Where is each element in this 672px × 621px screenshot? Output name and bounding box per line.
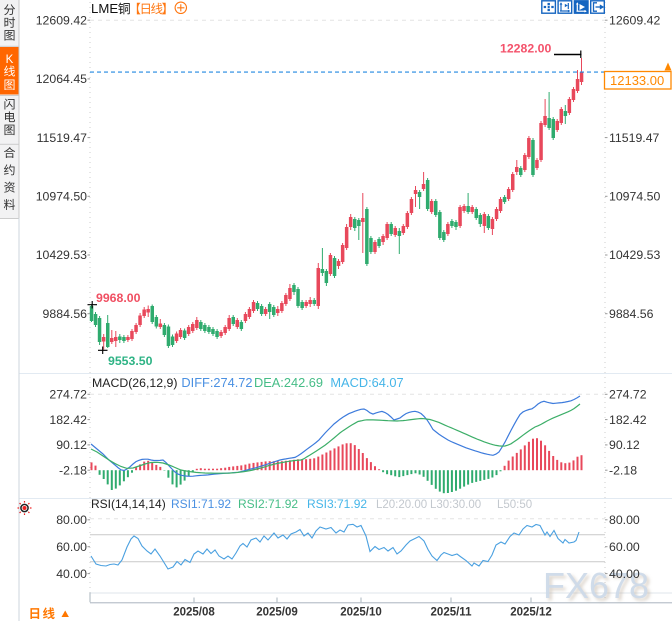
svg-text:10429.53: 10429.53 xyxy=(36,248,87,262)
svg-text:60.00: 60.00 xyxy=(609,540,640,554)
svg-text:RSI2:71.92: RSI2:71.92 xyxy=(238,497,298,511)
svg-text:40.00: 40.00 xyxy=(609,567,640,581)
svg-text:DIFF:274.72: DIFF:274.72 xyxy=(181,375,252,390)
svg-text:2025/10: 2025/10 xyxy=(340,607,382,619)
svg-text:9553.50: 9553.50 xyxy=(108,354,153,368)
svg-text:RSI1:71.92: RSI1:71.92 xyxy=(171,497,231,511)
svg-text:274.72: 274.72 xyxy=(49,388,87,402)
svg-text:2025/12: 2025/12 xyxy=(510,607,552,619)
svg-text:9968.00: 9968.00 xyxy=(96,291,141,305)
svg-text:11519.47: 11519.47 xyxy=(609,131,660,145)
svg-text:2025/09: 2025/09 xyxy=(256,607,298,619)
svg-text:80.00: 80.00 xyxy=(609,513,640,527)
svg-text:FX678: FX678 xyxy=(543,565,649,606)
svg-text:L30:30.00: L30:30.00 xyxy=(430,499,481,511)
svg-text:12609.42: 12609.42 xyxy=(36,13,87,27)
svg-text:10429.53: 10429.53 xyxy=(609,248,660,262)
svg-text:90.12: 90.12 xyxy=(56,438,87,452)
svg-text:RSI3:71.92: RSI3:71.92 xyxy=(307,497,367,511)
svg-text:9884.56: 9884.56 xyxy=(609,307,654,321)
svg-text:MACD:64.07: MACD:64.07 xyxy=(330,375,403,390)
svg-text:9884.56: 9884.56 xyxy=(43,307,88,321)
svg-text:DEA:242.69: DEA:242.69 xyxy=(254,375,323,390)
svg-text:K: K xyxy=(6,54,14,66)
svg-text:12064.45: 12064.45 xyxy=(36,72,87,86)
svg-text:10974.50: 10974.50 xyxy=(36,190,87,204)
svg-text:2025/08: 2025/08 xyxy=(173,607,215,619)
svg-text:RSI(14,14,14): RSI(14,14,14) xyxy=(91,497,166,511)
svg-text:12133.00: 12133.00 xyxy=(610,73,664,88)
svg-text:60.00: 60.00 xyxy=(56,540,87,554)
svg-text:10974.50: 10974.50 xyxy=(609,190,660,204)
svg-text:182.42: 182.42 xyxy=(49,413,87,427)
svg-text:MACD(26,12,9): MACD(26,12,9) xyxy=(92,376,177,390)
svg-text:12282.00: 12282.00 xyxy=(500,42,551,56)
svg-text:182.42: 182.42 xyxy=(609,413,647,427)
svg-text:-2.18: -2.18 xyxy=(609,463,637,477)
svg-text:90.12: 90.12 xyxy=(609,438,640,452)
svg-text:LME: LME xyxy=(91,1,118,16)
svg-text:-2.18: -2.18 xyxy=(59,463,87,477)
svg-text:L20:20.00: L20:20.00 xyxy=(376,499,427,511)
svg-text:274.72: 274.72 xyxy=(609,388,647,402)
svg-text:L50:50: L50:50 xyxy=(497,499,532,511)
svg-text:12609.42: 12609.42 xyxy=(609,13,660,27)
svg-text:80.00: 80.00 xyxy=(56,513,87,527)
svg-text:11519.47: 11519.47 xyxy=(37,131,88,145)
svg-text:40.00: 40.00 xyxy=(56,567,87,581)
svg-text:2025/11: 2025/11 xyxy=(431,607,473,619)
svg-text:FX678: FX678 xyxy=(546,568,652,609)
